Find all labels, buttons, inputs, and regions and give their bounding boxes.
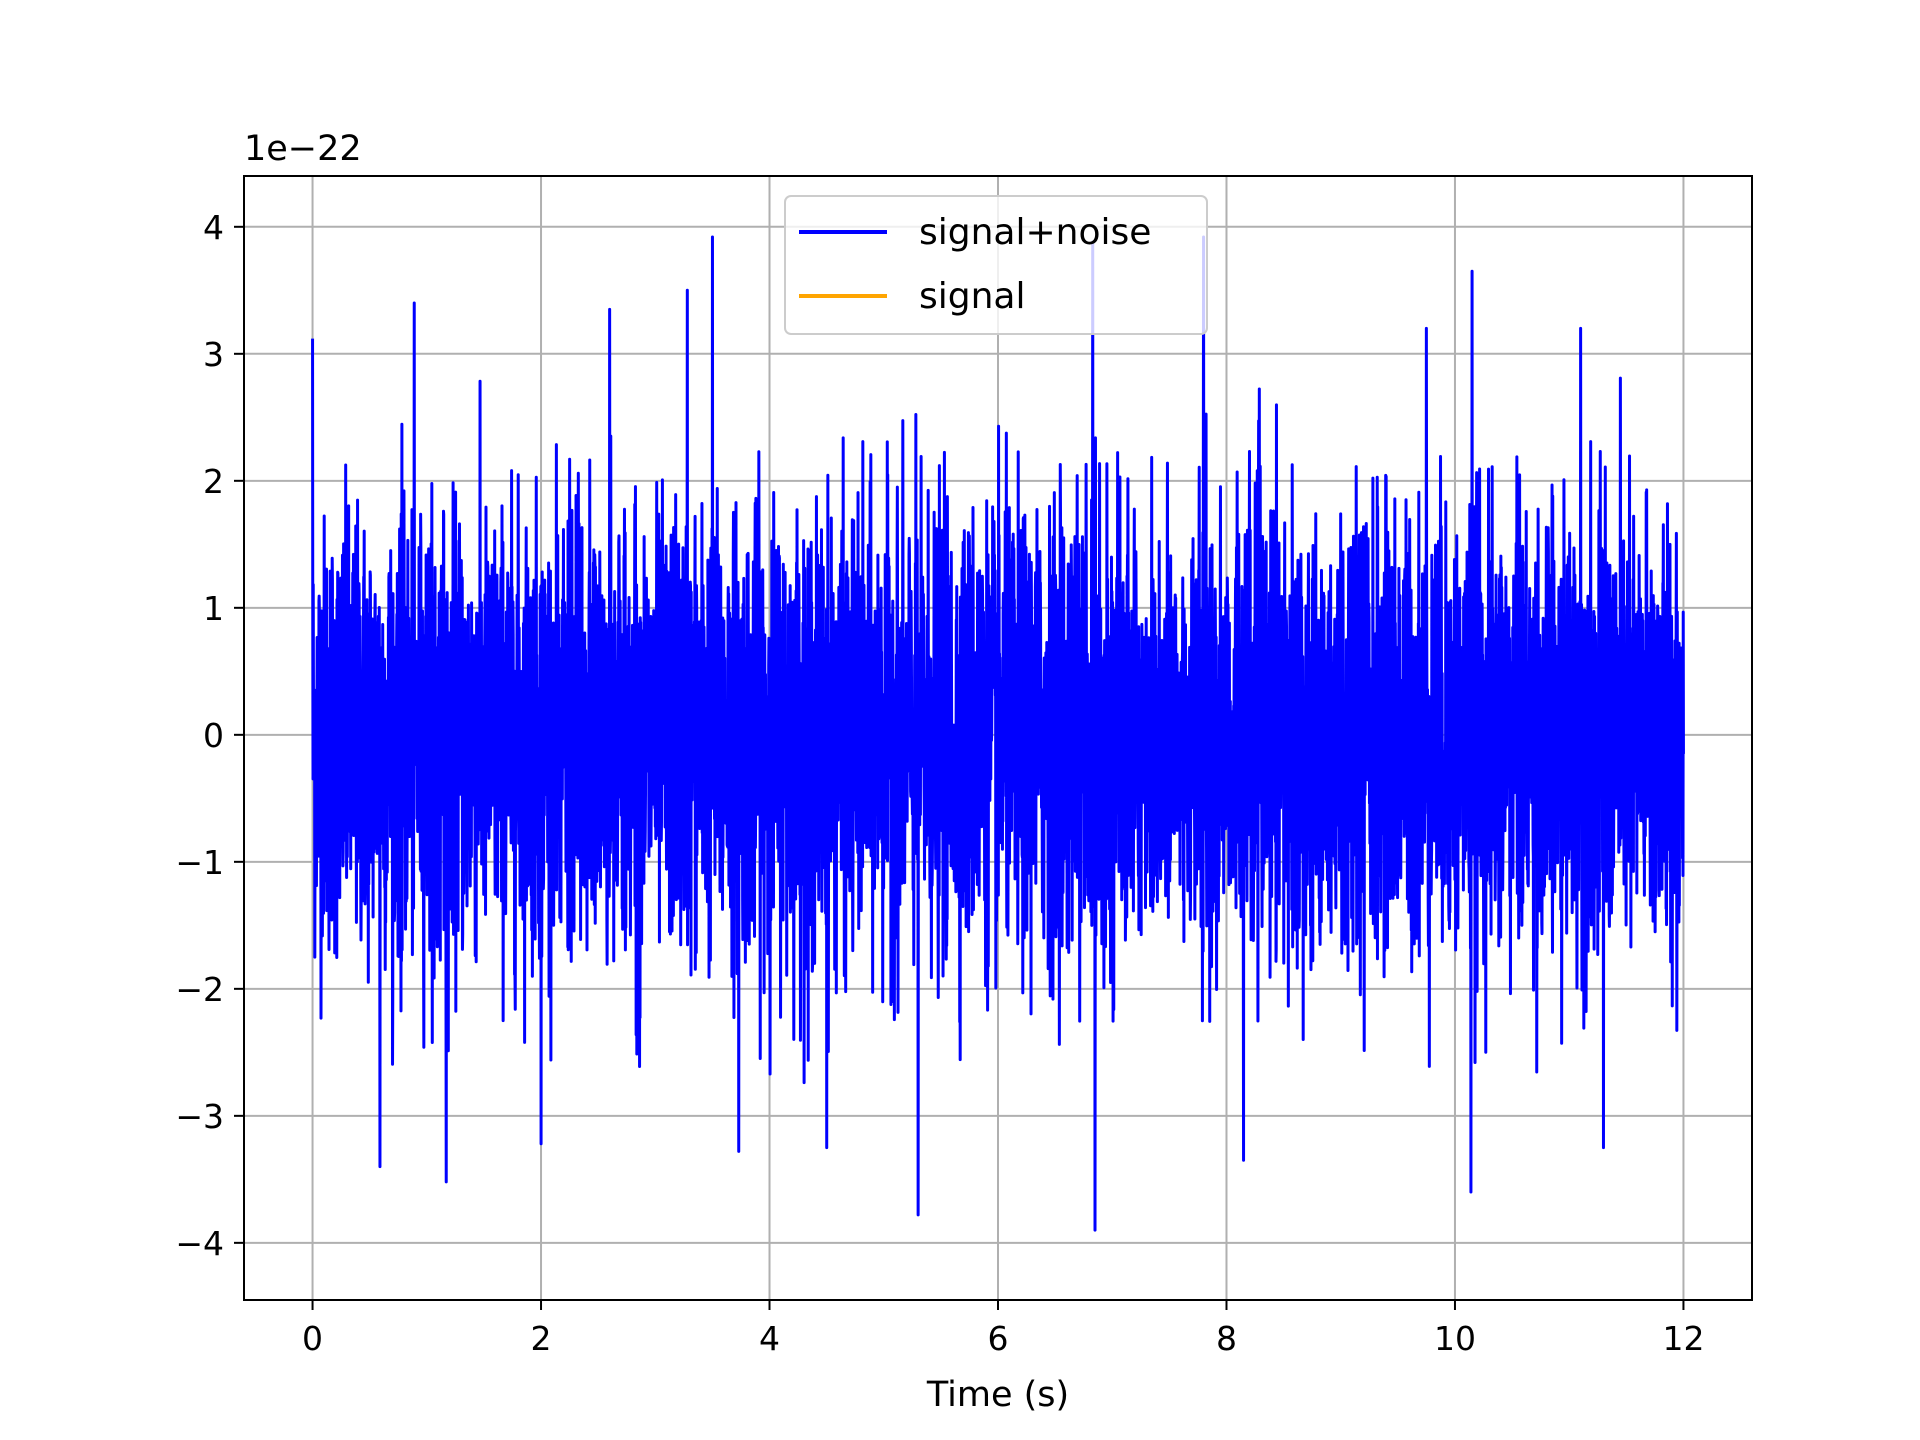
y-tick-label: −2 <box>175 970 224 1009</box>
y-tick-label: −1 <box>175 843 224 882</box>
y-tick-label: 4 <box>203 208 224 247</box>
y-tick-label: 3 <box>203 335 224 374</box>
x-tick-label: 2 <box>531 1319 552 1358</box>
legend: signal+noise signal <box>784 195 1208 335</box>
y-tick-label: 0 <box>203 716 224 755</box>
y-tick-label: −4 <box>175 1224 224 1263</box>
y-tick-label: 1 <box>203 589 224 628</box>
series-layer <box>311 235 1685 1232</box>
y-tick-label: 2 <box>203 462 224 501</box>
x-tick-label: 8 <box>1216 1319 1237 1358</box>
legend-label-signal: signal <box>919 276 1026 317</box>
series-signal-noise-line <box>311 235 1685 1232</box>
legend-box <box>784 195 1208 335</box>
x-tick-label: 0 <box>302 1319 323 1358</box>
legend-label-signal-noise: signal+noise <box>919 212 1151 253</box>
x-tick-label: 10 <box>1434 1319 1476 1358</box>
y-offset-label: 1e−22 <box>244 129 362 169</box>
x-tick-label: 12 <box>1662 1319 1704 1358</box>
x-tick-label: 6 <box>988 1319 1009 1358</box>
x-tick-label: 4 <box>759 1319 780 1358</box>
x-axis-label: Time (s) <box>926 1375 1069 1415</box>
y-tick-label: −3 <box>175 1097 224 1136</box>
